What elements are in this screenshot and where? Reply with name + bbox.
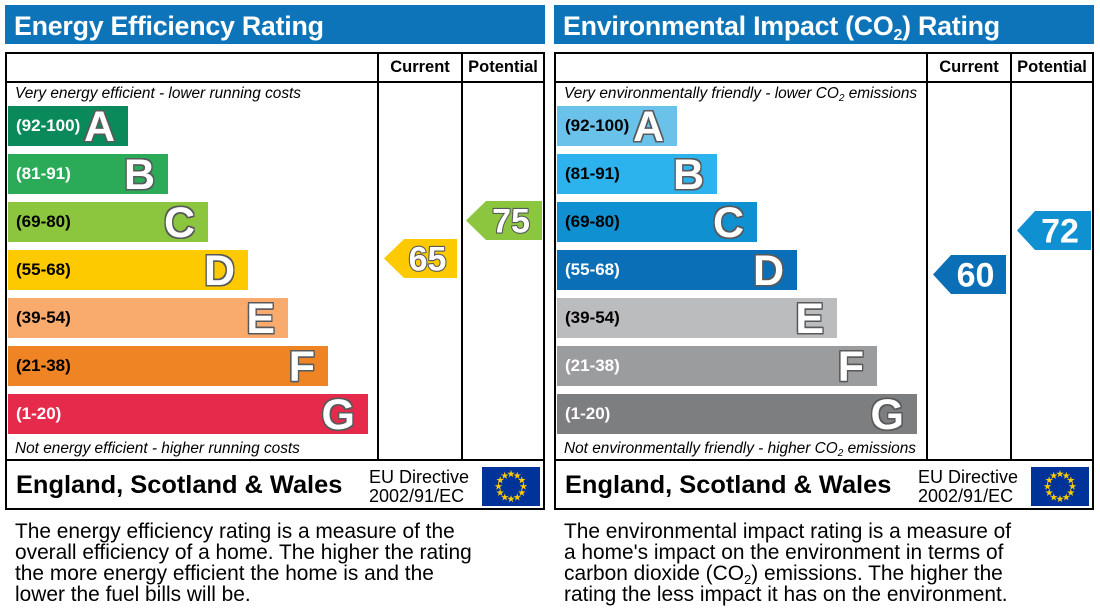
svg-text:75: 75: [492, 202, 530, 240]
svg-text:72: 72: [1041, 212, 1079, 250]
svg-text:60: 60: [957, 256, 995, 294]
svg-text:65: 65: [409, 240, 447, 278]
